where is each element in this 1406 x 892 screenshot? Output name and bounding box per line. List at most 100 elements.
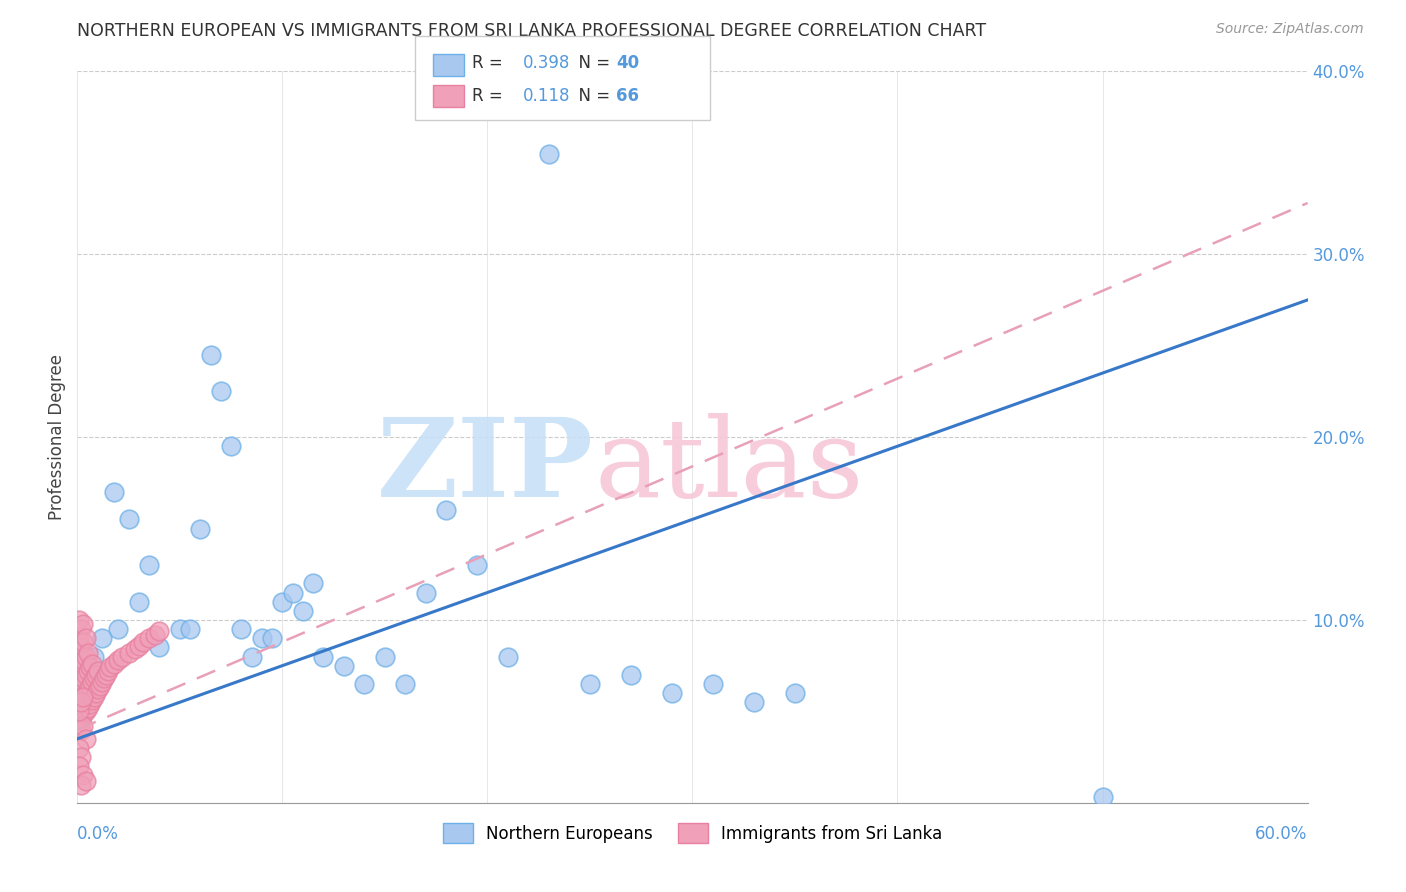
Point bbox=[742, 695, 765, 709]
Point bbox=[76, 664, 98, 678]
Text: atlas: atlas bbox=[595, 413, 863, 520]
Point bbox=[209, 384, 232, 399]
Point bbox=[188, 521, 212, 535]
Point bbox=[80, 657, 103, 671]
Point bbox=[138, 632, 160, 646]
Point bbox=[128, 594, 150, 608]
Point bbox=[70, 677, 93, 691]
Text: 66: 66 bbox=[616, 87, 638, 104]
Point bbox=[72, 690, 94, 704]
Legend: Northern Europeans, Immigrants from Sri Lanka: Northern Europeans, Immigrants from Sri … bbox=[436, 817, 949, 849]
Point bbox=[537, 146, 560, 161]
Point bbox=[70, 778, 93, 792]
Point bbox=[72, 690, 94, 704]
Point bbox=[250, 632, 273, 646]
Point bbox=[200, 348, 222, 362]
Point bbox=[496, 649, 519, 664]
Text: 0.118: 0.118 bbox=[523, 87, 571, 104]
Point bbox=[67, 613, 90, 627]
Text: R =: R = bbox=[472, 87, 513, 104]
Point bbox=[67, 649, 90, 664]
Point bbox=[83, 690, 105, 704]
Point bbox=[128, 639, 150, 653]
Point bbox=[291, 604, 314, 618]
Point bbox=[75, 686, 97, 700]
Point bbox=[111, 649, 134, 664]
Point bbox=[72, 616, 94, 631]
Point bbox=[271, 594, 294, 608]
Point bbox=[76, 700, 98, 714]
Point bbox=[262, 632, 284, 646]
Point bbox=[70, 750, 93, 764]
Point bbox=[107, 622, 129, 636]
Point bbox=[97, 664, 120, 678]
Point bbox=[117, 512, 139, 526]
Point bbox=[620, 667, 643, 681]
Point bbox=[83, 649, 105, 664]
Point bbox=[179, 622, 201, 636]
Point bbox=[783, 686, 806, 700]
Point bbox=[67, 759, 90, 773]
Y-axis label: Professional Degree: Professional Degree bbox=[48, 354, 66, 520]
Point bbox=[107, 653, 129, 667]
Point bbox=[72, 672, 94, 686]
Point bbox=[661, 686, 683, 700]
Point bbox=[72, 708, 94, 723]
Text: 60.0%: 60.0% bbox=[1256, 825, 1308, 843]
Point bbox=[148, 640, 170, 655]
Point bbox=[72, 768, 94, 782]
Point bbox=[67, 667, 90, 681]
Point bbox=[240, 649, 263, 664]
Point bbox=[132, 635, 155, 649]
Point bbox=[70, 622, 93, 636]
Text: 40: 40 bbox=[616, 54, 638, 71]
Point bbox=[353, 677, 375, 691]
Text: N =: N = bbox=[568, 54, 616, 71]
Text: NORTHERN EUROPEAN VS IMMIGRANTS FROM SRI LANKA PROFESSIONAL DEGREE CORRELATION C: NORTHERN EUROPEAN VS IMMIGRANTS FROM SRI… bbox=[77, 22, 987, 40]
Point bbox=[117, 646, 139, 660]
Point bbox=[67, 686, 90, 700]
Point bbox=[90, 675, 114, 690]
Point bbox=[93, 672, 115, 686]
Point bbox=[70, 723, 93, 737]
Point bbox=[1091, 790, 1114, 805]
Point bbox=[138, 558, 160, 573]
Point bbox=[87, 664, 110, 678]
Point bbox=[70, 714, 93, 728]
Point bbox=[98, 660, 121, 674]
Point bbox=[333, 658, 356, 673]
Point bbox=[80, 675, 103, 690]
Point bbox=[219, 439, 242, 453]
Point bbox=[70, 640, 93, 655]
Point bbox=[89, 679, 111, 693]
Point bbox=[465, 558, 488, 573]
Point bbox=[75, 705, 97, 719]
Point bbox=[72, 719, 94, 733]
Text: ZIP: ZIP bbox=[377, 413, 595, 520]
Point bbox=[436, 503, 458, 517]
Point bbox=[84, 686, 107, 700]
Text: 0.398: 0.398 bbox=[523, 54, 571, 71]
Point bbox=[702, 677, 724, 691]
Point bbox=[67, 740, 90, 755]
Point bbox=[394, 677, 416, 691]
Point bbox=[79, 697, 101, 711]
Point bbox=[103, 657, 125, 671]
Text: N =: N = bbox=[568, 87, 616, 104]
Point bbox=[84, 667, 107, 681]
Point bbox=[75, 632, 97, 646]
Point bbox=[231, 622, 253, 636]
Point bbox=[374, 649, 396, 664]
Point bbox=[76, 667, 98, 681]
Point bbox=[75, 731, 97, 746]
Point bbox=[76, 646, 98, 660]
Point bbox=[312, 649, 335, 664]
Point bbox=[76, 682, 98, 697]
Point bbox=[80, 693, 103, 707]
Point bbox=[70, 695, 93, 709]
Point bbox=[70, 658, 93, 673]
Point bbox=[87, 682, 110, 697]
Point bbox=[281, 585, 304, 599]
Point bbox=[83, 672, 105, 686]
Point bbox=[79, 679, 101, 693]
